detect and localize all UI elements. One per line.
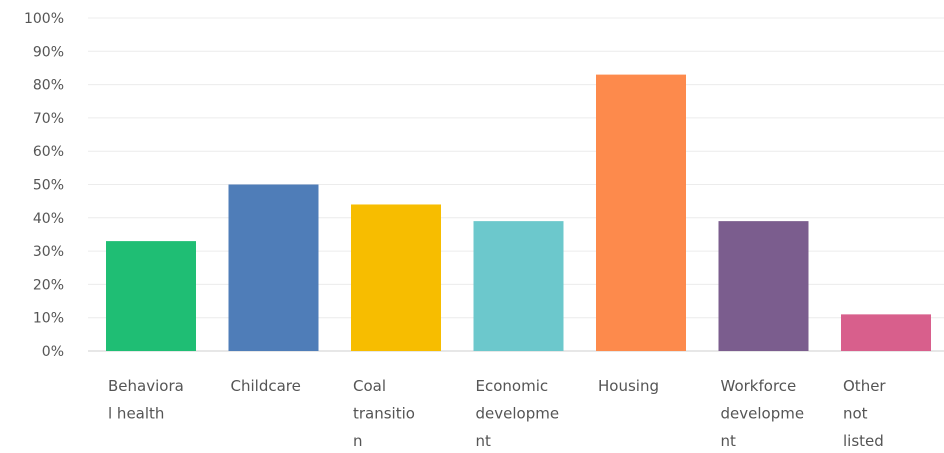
category-label: Economic developme nt: [476, 377, 560, 450]
y-tick-label: 80%: [33, 78, 64, 94]
y-tick-label: 20%: [33, 277, 64, 293]
category-labels: Behaviora l health Childcare Coal transitio n…: [108, 377, 886, 450]
y-tick-label: 60%: [33, 144, 64, 160]
bars: [106, 74, 931, 352]
y-tick-label: 70%: [33, 111, 64, 127]
y-tick-label: 90%: [33, 44, 64, 60]
y-axis-tick-labels: 0% 10% 20% 30% 40% 50% 60% 70% 80% 90% 100%: [24, 11, 64, 360]
bar: [351, 204, 441, 351]
y-tick-label: 50%: [33, 178, 64, 194]
bar: [473, 221, 564, 351]
y-tick-label: 10%: [33, 311, 64, 327]
y-tick-label: 40%: [33, 211, 64, 227]
y-tick-label: 100%: [24, 11, 64, 27]
category-label: Childcare: [231, 377, 301, 395]
category-label: Other not listed: [843, 377, 886, 450]
bar: [106, 241, 196, 351]
bar: [596, 74, 686, 352]
category-label: Behaviora l health: [108, 377, 184, 423]
y-tick-label: 30%: [33, 244, 64, 260]
category-label: Housing: [598, 377, 659, 395]
category-label: Workforce developme nt: [721, 377, 805, 450]
bar: [228, 184, 319, 351]
y-tick-label: 0%: [42, 344, 64, 360]
bar: [718, 221, 809, 351]
bar: [841, 314, 931, 351]
category-label: Coal transitio n: [353, 377, 415, 450]
